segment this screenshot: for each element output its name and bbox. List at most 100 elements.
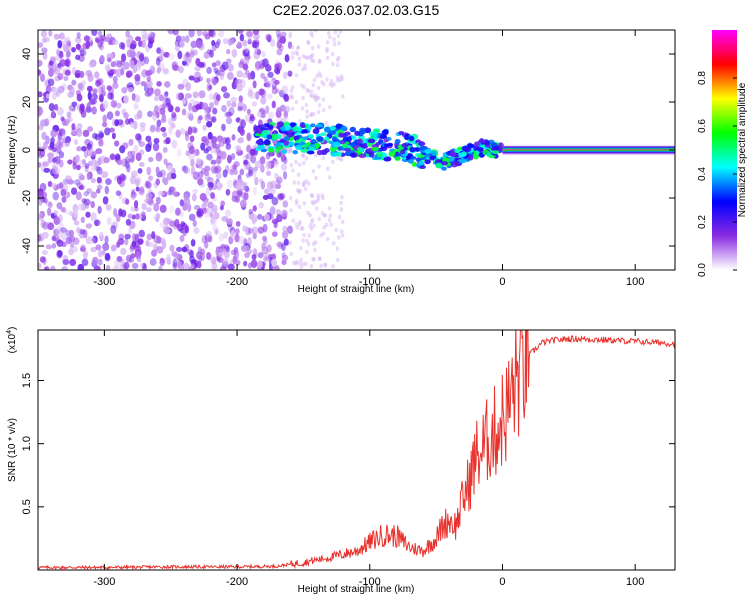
heatmap-cell-708 [275, 30, 281, 38]
heatmap-cell-932 [156, 47, 162, 54]
heatmap-cell-997 [97, 249, 103, 258]
heatmap-cell-1570 [308, 93, 313, 98]
heatmap-cell-978 [168, 186, 176, 192]
heatmap-cell-1347 [168, 186, 175, 196]
heatmap-cell-1870 [275, 141, 283, 148]
heatmap-cell-137 [98, 132, 104, 139]
heatmap-cell-971 [86, 172, 91, 181]
heatmap-tone-band [502, 146, 675, 149]
heatmap-cell-843 [225, 188, 231, 196]
heatmap-cell-1850 [276, 121, 285, 127]
heatmap-cell-1234 [166, 172, 173, 181]
heatmap-cell-1057 [282, 170, 288, 180]
heatmap-cell-1032 [137, 238, 144, 245]
heatmap-cell-2040 [371, 146, 379, 152]
heatmap-cell-1457 [294, 73, 299, 78]
heatmap-cell-2109 [400, 149, 406, 155]
heatmap-cell-706 [198, 90, 206, 99]
heatmap-cell-2097 [284, 124, 291, 130]
heatmap-cell-29 [125, 30, 131, 38]
heatmap-cell-1065 [130, 191, 137, 199]
heatmap-cell-1474 [301, 181, 306, 187]
heatmap-cell-1389 [139, 186, 145, 194]
heatmap-cell-1309 [229, 38, 235, 45]
heatmap-x-label: Height of straight line (km) [298, 284, 415, 295]
heatmap-cell-383 [206, 120, 213, 128]
snr-y-multiplier-close: ) [7, 327, 18, 330]
heatmap-cell-1066 [98, 139, 104, 147]
heatmap-cell-1500 [302, 180, 307, 185]
snr-y-multiplier-base: (x10 [7, 333, 18, 353]
heatmap-cell-1512 [300, 83, 304, 88]
heatmap-cell-579 [105, 65, 111, 72]
heatmap-cell-1112 [138, 53, 145, 62]
snr-y-multiplier: (x104) [6, 327, 18, 354]
heatmap-cell-1547 [311, 168, 316, 174]
heatmap-cell-915 [104, 36, 111, 43]
heatmap-cell-606 [41, 191, 48, 199]
heatmap-cell-145 [190, 171, 195, 178]
heatmap-cell-750 [205, 146, 212, 152]
heatmap-cell-805 [237, 41, 242, 48]
heatmap-cell-825 [246, 108, 251, 115]
heatmap-cell-566 [230, 153, 236, 160]
heatmap-cell-1068 [75, 154, 80, 162]
heatmap-cell-1 [78, 54, 85, 63]
heatmap-cell-1626 [308, 55, 312, 60]
heatmap-cell-1537 [325, 55, 330, 61]
heatmap-cell-1520 [305, 109, 309, 114]
heatmap-cell-335 [62, 137, 68, 144]
heatmap-cell-1349 [217, 251, 224, 258]
heatmap-cell-1005 [275, 208, 282, 216]
heatmap-cell-653 [250, 259, 258, 269]
heatmap-cell-1123 [208, 30, 214, 37]
heatmap-cell-1089 [86, 150, 91, 157]
heatmap-cell-1036 [236, 145, 242, 153]
heatmap-cell-1399 [252, 168, 257, 178]
heatmap-cell-2105 [367, 138, 376, 144]
heatmap-cell-1362 [52, 165, 58, 175]
heatmap-cell-313 [172, 262, 178, 270]
heatmap-cell-1612 [309, 226, 314, 232]
heatmap-cell-1466 [310, 200, 315, 205]
heatmap-cell-1549 [313, 247, 317, 253]
heatmap-cell-1144 [156, 235, 162, 244]
heatmap-cell-954 [147, 200, 155, 206]
heatmap-cell-384 [215, 60, 221, 67]
heatmap-cell-1325 [162, 131, 168, 138]
heatmap-cell-696 [287, 41, 293, 49]
heatmap-cell-676 [131, 93, 136, 101]
heatmap-cell-1330 [195, 157, 201, 165]
heatmap-cell-740 [116, 241, 121, 248]
heatmap-cell-1515 [313, 93, 317, 98]
heatmap-cell-482 [196, 30, 202, 37]
heatmap-cell-326 [260, 96, 267, 105]
heatmap-cell-526 [72, 203, 79, 213]
heatmap-tone-band [502, 153, 675, 155]
heatmap-cell-645 [203, 200, 208, 207]
heatmap-cell-1382 [219, 205, 224, 211]
heatmap-cell-355 [186, 112, 191, 119]
heatmap-cell-1456 [309, 112, 314, 117]
heatmap-cell-1526 [304, 55, 308, 60]
heatmap-cell-827 [39, 210, 45, 219]
heatmap-cell-1453 [289, 88, 294, 94]
heatmap-cell-1137 [162, 68, 170, 75]
heatmap-cell-1470 [319, 233, 323, 238]
heatmap-cell-1380 [71, 123, 76, 131]
heatmap-cell-561 [68, 235, 76, 243]
heatmap-cell-1263 [156, 80, 162, 87]
heatmap-cell-1091 [65, 175, 72, 183]
heatmap-cell-917 [175, 207, 181, 216]
heatmap-cell-1985 [361, 144, 368, 149]
heatmap-cell-1157 [239, 33, 245, 42]
heatmap-cell-1606 [314, 98, 319, 103]
heatmap-cell-728 [82, 158, 87, 165]
heatmap-cell-1508 [316, 85, 321, 91]
heatmap-cell-2029 [276, 146, 283, 150]
heatmap-cell-699 [255, 91, 260, 100]
heatmap-cell-929 [231, 134, 236, 141]
heatmap-cell-354 [49, 265, 56, 270]
heatmap-cell-1090 [108, 127, 115, 133]
heatmap-cell-2158 [379, 134, 388, 140]
